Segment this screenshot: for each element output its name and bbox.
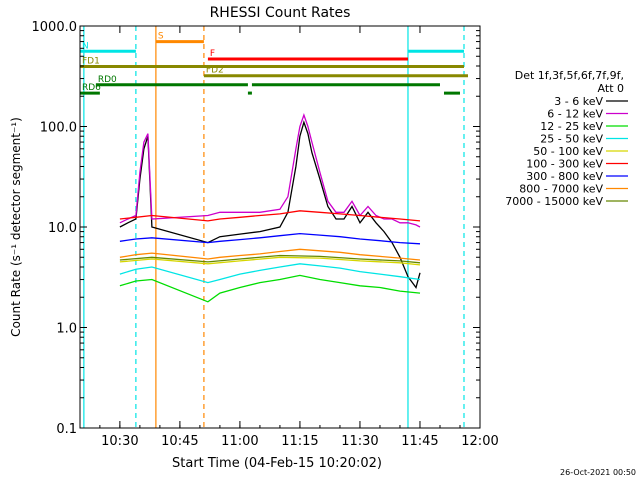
y-tick-label-4: 1000.0 xyxy=(32,20,78,35)
y-tick-label-2: 10.0 xyxy=(48,221,77,236)
legend: Det 1f,3f,5f,6f,7f,9f, Att 0 3 - 6 keV6 … xyxy=(505,69,628,208)
legend-label-2: 12 - 25 keV xyxy=(540,120,603,133)
x-tick-label-1: 10:45 xyxy=(161,434,198,449)
series-line-7 xyxy=(119,248,421,261)
x-tick-label-5: 11:45 xyxy=(401,434,438,449)
legend-attenuator: Att 0 xyxy=(598,82,624,95)
y-axis-label: Count Rate (s⁻¹ detector segment⁻¹) xyxy=(9,117,23,337)
flag-label-1: N xyxy=(82,41,89,51)
flag-label-3: FD1 xyxy=(82,57,100,67)
x-axis-label: Start Time (04-Feb-15 10:20:02) xyxy=(172,456,382,471)
y-tick-label-3: 100.0 xyxy=(40,121,77,136)
generation-timestamp: 26-Oct-2021 00:50 xyxy=(560,468,636,477)
series-lines xyxy=(119,113,421,303)
legend-label-6: 300 - 800 keV xyxy=(526,170,603,183)
x-tick-label-4: 11:30 xyxy=(341,434,378,449)
x-tick-label-6: 12:00 xyxy=(461,434,498,449)
series-line-8 xyxy=(119,254,421,264)
x-tick-label-2: 11:00 xyxy=(221,434,258,449)
legend-label-1: 6 - 12 keV xyxy=(547,108,603,121)
flag-label-2: F xyxy=(210,49,215,59)
flag-label-5: RD0 xyxy=(98,75,117,85)
series-line-5 xyxy=(119,210,421,222)
x-tick-label-0: 10:30 xyxy=(101,434,138,449)
series-line-2 xyxy=(119,274,421,303)
series-line-6 xyxy=(119,232,421,245)
y-tick-label-1: 1.0 xyxy=(56,322,77,337)
legend-label-7: 800 - 7000 keV xyxy=(519,183,603,196)
axes: 10:30 10:45 11:00 11:15 11:30 11:45 12:00 0.1 1.… xyxy=(32,20,499,449)
legend-label-3: 25 - 50 keV xyxy=(540,133,603,146)
legend-label-0: 3 - 6 keV xyxy=(554,95,603,108)
chart-title: RHESSI Count Rates xyxy=(210,5,351,21)
legend-detectors: Det 1f,3f,5f,6f,7f,9f, xyxy=(515,69,624,82)
flag-label-4: FD2 xyxy=(206,66,224,76)
y-tick-label-0: 0.1 xyxy=(56,422,77,437)
series-line-1 xyxy=(119,113,421,228)
x-tick-label-3: 11:15 xyxy=(281,434,318,449)
series-line-3 xyxy=(119,263,421,284)
series-line-4 xyxy=(119,256,421,266)
legend-label-5: 100 - 300 keV xyxy=(526,158,603,171)
legend-label-8: 7000 - 15000 keV xyxy=(505,195,603,208)
legend-label-4: 50 - 100 keV xyxy=(533,145,603,158)
flag-label-6: RD6 xyxy=(82,83,101,93)
flag-label-0: S xyxy=(158,32,164,42)
